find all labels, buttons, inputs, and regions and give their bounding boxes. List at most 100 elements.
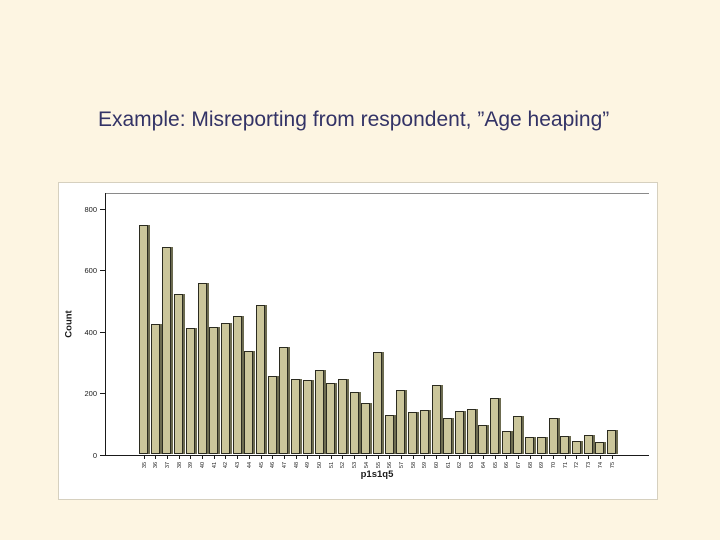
x-tick-label: 50 [317, 461, 323, 469]
bar [232, 316, 242, 454]
bar [197, 283, 207, 454]
bar [419, 410, 429, 454]
x-tick-label: 67 [515, 461, 522, 469]
x-tick-mark [225, 456, 227, 459]
x-tick-label: 73 [586, 461, 593, 469]
x-tick-label: 64 [480, 461, 487, 469]
bar [349, 392, 359, 454]
x-tick-mark [588, 456, 590, 459]
x-tick-label: 65 [492, 461, 499, 469]
x-tick-mark [202, 456, 203, 459]
x-tick-label: 44 [246, 461, 253, 469]
bar [396, 390, 406, 454]
x-tick-label: 40 [200, 461, 206, 469]
x-tick-label: 68 [527, 461, 534, 469]
bar [326, 383, 336, 454]
x-tick-label: 41 [211, 461, 218, 469]
x-tick-mark [517, 456, 519, 459]
bar [267, 376, 277, 454]
x-tick-mark [295, 456, 297, 459]
bar [478, 425, 488, 454]
x-tick-mark [213, 456, 215, 459]
x-tick-label: 37 [164, 461, 171, 469]
y-tick-label: 0 [92, 450, 97, 460]
x-tick-mark [447, 456, 449, 459]
bar [291, 379, 301, 454]
bar [150, 324, 160, 454]
x-tick-mark [260, 456, 262, 459]
bar [466, 409, 476, 454]
x-tick-label: 51 [328, 461, 335, 469]
x-tick-mark [155, 456, 157, 459]
x-axis-title: p1s1q5 [360, 469, 394, 480]
x-tick-mark [166, 456, 168, 459]
bar [302, 380, 312, 454]
x-tick-mark [482, 456, 484, 459]
x-tick-mark [190, 456, 192, 459]
x-tick-label: 75 [609, 461, 616, 469]
x-tick-mark [307, 456, 309, 459]
x-tick-label: 66 [504, 461, 511, 469]
bar [501, 431, 511, 454]
bar [256, 305, 265, 454]
x-tick-mark [248, 456, 250, 459]
bar [373, 352, 382, 454]
x-tick-label: 49 [305, 461, 312, 469]
x-tick-label: 56 [387, 461, 394, 469]
bar [174, 294, 184, 454]
x-tick-label: 53 [352, 461, 359, 469]
x-tick-label: 39 [188, 461, 195, 469]
x-tick-label: 61 [445, 461, 452, 469]
x-tick-mark [506, 456, 508, 459]
bar [408, 412, 418, 454]
x-tick-mark [237, 456, 239, 459]
x-tick-mark [377, 456, 379, 459]
bar [244, 351, 254, 454]
slide-title: Example: Misreporting from respondent, ”… [98, 108, 610, 131]
bar [571, 441, 581, 454]
x-tick-label: 35 [141, 461, 148, 469]
bar [536, 437, 546, 454]
x-axis-line [105, 455, 649, 456]
bar [513, 416, 523, 454]
x-tick-label: 74 [597, 461, 604, 469]
y-tick-label: 600 [84, 266, 97, 276]
x-tick-mark [178, 456, 180, 459]
bar [548, 418, 558, 454]
x-tick-mark [400, 456, 402, 459]
x-tick-mark [494, 456, 496, 459]
x-tick-label: 72 [574, 461, 581, 469]
bar [220, 323, 230, 454]
x-tick-label: 70 [551, 461, 557, 469]
x-tick-mark [143, 456, 145, 459]
x-tick-label: 59 [422, 461, 429, 469]
x-tick-label: 57 [398, 461, 405, 469]
bar [431, 385, 441, 454]
plot-area: Count p1s1q5 0 200 400 600 800 35 36 37 38 39 40 41… [64, 193, 649, 480]
y-tick-mark [100, 331, 105, 333]
bar [185, 328, 195, 454]
x-tick-mark [599, 456, 601, 459]
y-tick-mark [100, 209, 105, 211]
bar [595, 442, 605, 454]
y-tick-mark [100, 270, 105, 272]
x-tick-label: 47 [281, 461, 288, 469]
y-axis-line [105, 193, 106, 455]
x-tick-mark [319, 456, 320, 459]
x-tick-label: 58 [410, 461, 417, 469]
x-tick-label: 60 [434, 461, 440, 469]
y-tick-mark [100, 454, 105, 456]
bar [490, 398, 499, 454]
x-tick-label: 48 [293, 461, 300, 469]
x-tick-mark [389, 456, 391, 459]
x-tick-mark [576, 456, 578, 459]
x-tick-mark [272, 456, 274, 459]
bar [314, 370, 324, 454]
y-tick-mark [100, 393, 105, 395]
bar [560, 436, 570, 454]
x-tick-mark [611, 456, 613, 459]
x-tick-label: 38 [176, 461, 183, 469]
x-tick-label: 54 [363, 461, 370, 469]
y-tick-label: 400 [84, 327, 97, 337]
x-tick-mark [553, 456, 554, 459]
